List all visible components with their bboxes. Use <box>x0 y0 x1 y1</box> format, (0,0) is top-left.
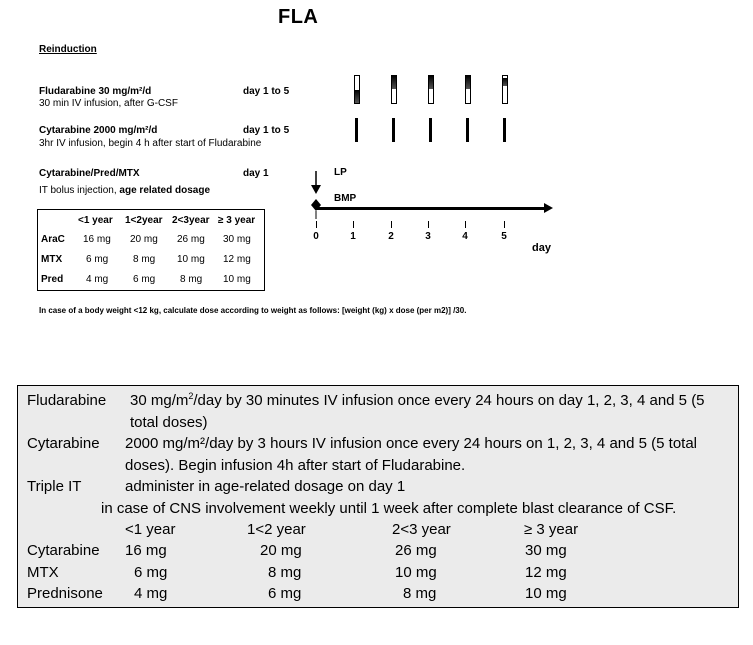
summary-table-header: 1<2 year <box>247 521 306 538</box>
section-heading: Reinduction <box>39 44 97 55</box>
summary-cell: 16 mg <box>125 542 167 559</box>
dose-table-header: 2<3year <box>172 215 210 226</box>
summary-table-header: 2<3 year <box>392 521 451 538</box>
summary-table-header: <1 year <box>125 521 176 538</box>
dose-table-header: 1<2year <box>125 215 163 226</box>
timeline-arrow-icon <box>544 203 553 213</box>
drug-fludarabine-name: Fludarabine 30 mg/m²/d <box>39 86 152 97</box>
dose-table-row-label: MTX <box>41 254 63 265</box>
dose-table-cell: 30 mg <box>223 234 251 245</box>
dose-table-cell: 6 mg <box>133 274 156 285</box>
summary-cytarabine-line1: 2000 mg/m²/day by 3 hours IV infusion on… <box>125 435 698 452</box>
dose-table-cell: 12 mg <box>223 254 251 265</box>
summary-cell: 8 mg <box>268 564 302 581</box>
summary-fludarabine-line2: total doses) <box>130 414 208 431</box>
summary-cytarabine-line2: doses). Begin infusion 4h after start of… <box>125 457 466 474</box>
dose-table-cell: 10 mg <box>177 254 205 265</box>
drug-cytarabine-desc: 3hr IV infusion, begin 4 h after start o… <box>39 138 262 149</box>
page-title: FLA <box>278 6 319 28</box>
summary-fludarabine-line1: 30 mg/m2/day by 30 minutes IV infusion o… <box>130 391 705 410</box>
drug-triple-it-days: day 1 <box>243 168 269 179</box>
dose-table-cell: 6 mg <box>86 254 109 265</box>
cytarabine-bar-day4 <box>466 118 469 142</box>
drug-triple-it-name: Cytarabine/Pred/MTX <box>39 168 140 179</box>
tick-label-1: 1 <box>350 231 356 242</box>
summary-fludarabine-label: Fludarabine <box>27 392 107 409</box>
dose-table-cell: 26 mg <box>177 234 205 245</box>
summary-tripleit-line2: in case of CNS involvement weekly until … <box>101 500 677 517</box>
summary-tripleit-line1: administer in age-related dosage on day … <box>125 478 406 495</box>
summary-box: Fludarabine 30 mg/m2/day by 30 minutes I… <box>17 385 739 608</box>
weight-footnote: In case of a body weight <12 kg, calcula… <box>39 306 467 315</box>
drug-cytarabine-days: day 1 to 5 <box>243 125 290 136</box>
bmp-label: BMP <box>334 193 357 204</box>
summary-table-header: ≥ 3 year <box>524 521 579 538</box>
cytarabine-bar-day5 <box>503 118 506 142</box>
dose-table-cell: 8 mg <box>133 254 156 265</box>
dose-table-cell: 16 mg <box>83 234 111 245</box>
tick-label-5: 5 <box>501 231 507 242</box>
tick-mark <box>428 221 429 228</box>
dose-table <box>37 209 265 291</box>
drug-triple-it-desc: IT bolus injection, age related dosage <box>39 185 211 196</box>
summary-cell: 8 mg <box>403 585 437 602</box>
cytarabine-bar-day3 <box>429 118 432 142</box>
tick-mark <box>353 221 354 228</box>
dose-table-cell: 20 mg <box>130 234 158 245</box>
summary-cell: 10 mg <box>395 564 437 581</box>
summary-cell: 6 mg <box>134 564 168 581</box>
dose-table-header: <1 year <box>78 215 113 226</box>
tick-mark <box>504 221 505 228</box>
lp-arrow-icon <box>311 171 321 194</box>
summary-cell: 26 mg <box>395 542 437 559</box>
summary-cell: 30 mg <box>525 542 567 559</box>
summary-cell: 12 mg <box>525 564 567 581</box>
fludarabine-bar-day1 <box>354 75 360 104</box>
summary-tripleit-label: Triple IT <box>27 478 82 495</box>
fludarabine-bar-day4 <box>465 75 471 104</box>
dose-table-row-label: Pred <box>41 274 64 285</box>
dose-table-cell: 10 mg <box>223 274 251 285</box>
cytarabine-bar-day2 <box>392 118 395 142</box>
lp-label: LP <box>334 167 347 178</box>
tick-label-4: 4 <box>462 231 468 242</box>
fludarabine-bar-day2 <box>391 75 397 104</box>
timeline-axis <box>316 207 546 210</box>
drug-fludarabine-days: day 1 to 5 <box>243 86 290 97</box>
summary-row-label: Cytarabine <box>27 542 100 559</box>
drug-fludarabine-desc: 30 min IV infusion, after G-CSF <box>39 98 178 109</box>
fludarabine-bar-day3 <box>428 75 434 104</box>
summary-cell: 6 mg <box>268 585 302 602</box>
fludarabine-bar-day5 <box>502 75 508 104</box>
tick-mark <box>316 221 317 228</box>
dose-table-header: ≥ 3 year <box>218 215 256 226</box>
dose-table-cell: 8 mg <box>180 274 203 285</box>
summary-row-label: Prednisone <box>27 585 103 602</box>
tick-mark <box>391 221 392 228</box>
summary-cytarabine-label: Cytarabine <box>27 435 100 452</box>
tick-label-2: 2 <box>388 231 394 242</box>
tick-mark <box>465 221 466 228</box>
summary-cell: 4 mg <box>134 585 168 602</box>
dose-table-row-label: AraC <box>41 234 65 245</box>
cytarabine-bar-day1 <box>355 118 358 142</box>
dose-table-cell: 4 mg <box>86 274 109 285</box>
drug-cytarabine-name: Cytarabine 2000 mg/m²/d <box>39 125 158 136</box>
tick-label-3: 3 <box>425 231 431 242</box>
timeline-axis-label: day <box>532 242 551 254</box>
tick-label-0: 0 <box>313 231 319 242</box>
summary-cell: 20 mg <box>260 542 302 559</box>
summary-row-label: MTX <box>27 564 59 581</box>
summary-cell: 10 mg <box>525 585 567 602</box>
